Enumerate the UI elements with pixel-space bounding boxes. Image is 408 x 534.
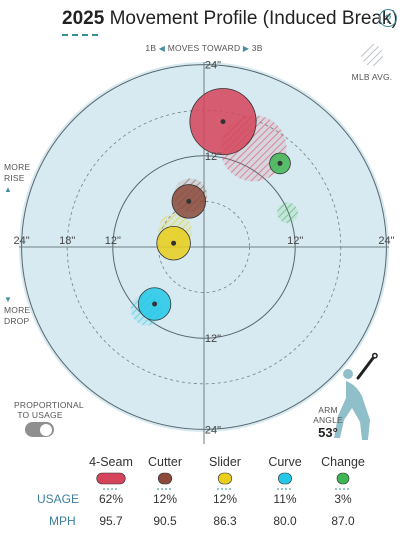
- down-arrow-icon: ▼: [4, 295, 13, 304]
- legend-series-name: Slider: [209, 455, 241, 469]
- usage-value: 62%: [99, 492, 123, 506]
- legend-series-name: Change: [321, 455, 365, 469]
- pitch-center-dot: [220, 119, 226, 125]
- mph-value: 80.0: [273, 514, 297, 528]
- arm-angle-label: ARM ANGLE: [308, 405, 348, 425]
- legend-series-name: Cutter: [148, 455, 182, 469]
- usage-row-label: USAGE: [37, 492, 80, 506]
- legend-series-name: 4-Seam: [89, 455, 133, 469]
- drop-line2: DROP: [4, 316, 30, 326]
- page-title: 2025 Movement Profile (Induced Break): [62, 8, 398, 30]
- mlb-avg-swatch: [361, 44, 383, 66]
- title-year: 2025: [62, 8, 105, 29]
- arm-line1: ARM: [318, 405, 338, 415]
- proportional-line1: PROPORTIONAL: [14, 400, 84, 410]
- v-tick-label: 24": [205, 424, 221, 436]
- pitch-center-dot: [277, 160, 283, 166]
- left-arrow-icon: ◀: [158, 44, 166, 53]
- h-tick-label: 18": [59, 235, 75, 247]
- legend-swatch: [336, 472, 350, 485]
- mph-value: 95.7: [99, 514, 123, 528]
- up-arrow-icon: ▲: [4, 185, 13, 194]
- v-tick-label: 24": [205, 60, 221, 72]
- usage-value: 12%: [213, 492, 237, 506]
- v-tick-label: 12": [205, 333, 221, 345]
- right-arrow-icon: ▶: [242, 44, 250, 53]
- pitch-center-dot: [186, 198, 192, 204]
- pitcher-silhouette-icon: [334, 352, 378, 440]
- title-text: Movement Profile (Induced Break): [109, 8, 398, 29]
- legend-swatch: [278, 472, 292, 485]
- direction-text: MOVES TOWARD: [167, 43, 241, 53]
- title-underline: [62, 34, 98, 36]
- proportional-toggle[interactable]: [25, 422, 54, 437]
- more-drop-label: ▼ MORE DROP: [4, 294, 30, 327]
- arm-line2: ANGLE: [313, 415, 343, 425]
- pitch-center-dot: [152, 301, 158, 307]
- h-tick-label: 24": [14, 235, 30, 247]
- usage-value: 12%: [153, 492, 177, 506]
- mph-value: 87.0: [331, 514, 355, 528]
- rise-line2: RISE: [4, 173, 25, 183]
- help-button[interactable]: ?: [379, 9, 397, 27]
- legend-swatch: [217, 472, 233, 485]
- h-tick-label: 12": [287, 235, 303, 247]
- pitch-center-dot: [171, 240, 177, 246]
- arm-angle-value: 53°: [318, 425, 338, 440]
- h-tick-label: 24": [378, 235, 394, 247]
- usage-value: 11%: [273, 492, 296, 506]
- rise-line1: MORE: [4, 162, 31, 172]
- usage-value: 3%: [334, 492, 352, 506]
- h-tick-label: 12": [105, 235, 121, 247]
- drop-line1: MORE: [4, 305, 31, 315]
- proportional-line2: TO USAGE: [17, 410, 63, 420]
- help-icon: ?: [384, 12, 392, 26]
- mlb-avg-marker: [277, 202, 299, 224]
- v-tick-label: 12": [205, 151, 221, 163]
- direction-right-label: 3B: [251, 43, 263, 53]
- mlb-avg-legend-label: MLB AVG.: [351, 72, 393, 82]
- legend-series-name: Curve: [268, 455, 301, 469]
- toggle-knob: [40, 423, 52, 436]
- legend-swatch: [96, 472, 126, 485]
- proportional-label: PROPORTIONAL TO USAGE: [14, 400, 84, 420]
- arm-angle-line: [356, 354, 377, 380]
- more-rise-label: MORE RISE ▲: [4, 162, 30, 195]
- direction-left-label: 1B: [145, 43, 157, 53]
- mph-row-label: MPH: [49, 514, 76, 528]
- mph-value: 86.3: [213, 514, 237, 528]
- direction-label: 1B ◀ MOVES TOWARD ▶ 3B: [0, 43, 408, 53]
- mph-value: 90.5: [153, 514, 177, 528]
- legend-swatch: [157, 472, 173, 485]
